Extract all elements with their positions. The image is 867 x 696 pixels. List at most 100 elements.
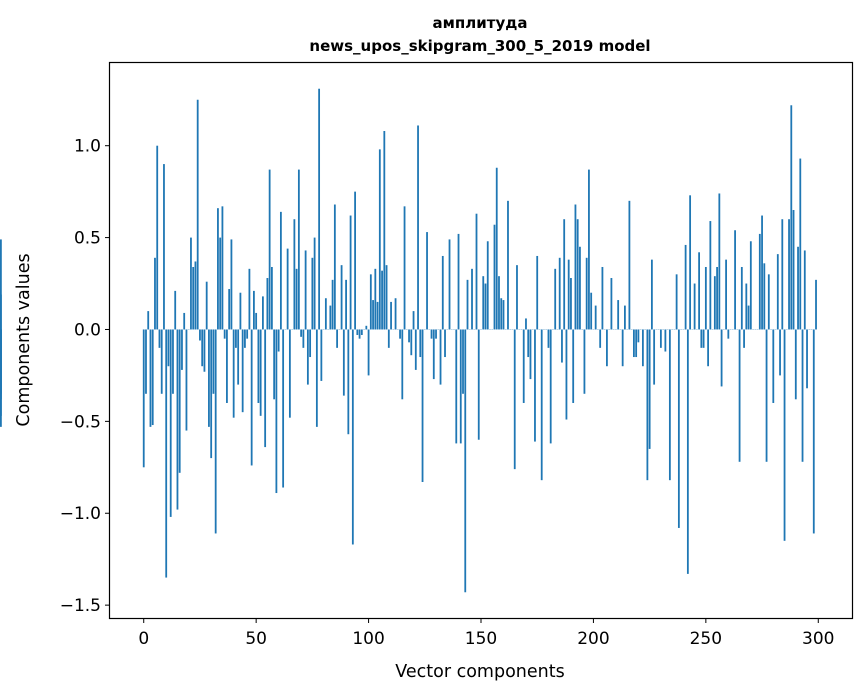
bar [781, 219, 784, 330]
bar [360, 329, 363, 335]
bar [0, 239, 2, 330]
bar [331, 279, 334, 330]
bar [554, 268, 557, 330]
bar [459, 329, 462, 444]
bar [558, 257, 561, 330]
bar [214, 329, 217, 534]
bar [354, 191, 356, 330]
bar [369, 274, 372, 330]
bar [621, 329, 624, 367]
bar [403, 206, 406, 330]
x-tick-label: 0 [138, 629, 149, 649]
bar [740, 266, 743, 330]
bar [579, 246, 581, 330]
bar [210, 329, 213, 459]
bar [421, 329, 424, 482]
bar [783, 329, 786, 541]
bar [806, 329, 808, 389]
bar [659, 329, 662, 348]
x-tick-label: 200 [577, 629, 609, 649]
bar [502, 300, 505, 330]
bar [772, 329, 775, 403]
bar [167, 329, 170, 367]
bar [698, 252, 700, 330]
bar [419, 329, 422, 358]
bar [223, 329, 226, 339]
bar [704, 266, 707, 330]
bar [147, 311, 150, 330]
bar [576, 219, 579, 330]
bar [477, 329, 480, 440]
bar [176, 329, 179, 510]
bar [365, 325, 368, 330]
bar [151, 329, 154, 426]
bar [727, 329, 730, 339]
bar [637, 329, 640, 343]
bar [482, 276, 485, 330]
bar [412, 311, 415, 330]
bar [160, 329, 163, 394]
bar [594, 305, 597, 330]
bar [590, 292, 593, 330]
bar [300, 329, 303, 337]
bar [246, 329, 249, 339]
bar [455, 329, 458, 444]
bar [464, 329, 467, 593]
bar [738, 329, 741, 462]
bar [192, 266, 195, 330]
bar [709, 221, 712, 330]
bar [264, 329, 267, 448]
plot-frame [108, 61, 854, 620]
bar [516, 265, 518, 330]
bar [484, 283, 487, 330]
bar [812, 329, 815, 534]
bar [536, 255, 539, 330]
bar [534, 329, 536, 442]
bar [181, 329, 183, 370]
bar [230, 239, 233, 330]
bar [156, 145, 159, 330]
bar [315, 329, 318, 427]
bar [163, 164, 165, 330]
y-tick-label: 0.5 [74, 229, 101, 249]
bar [333, 204, 336, 330]
bar [183, 312, 186, 330]
bar [462, 329, 464, 394]
bar [376, 301, 379, 330]
bar [208, 329, 210, 427]
bar [196, 99, 199, 330]
bar [572, 329, 575, 403]
bar [761, 215, 763, 330]
bar [257, 329, 260, 403]
bar [792, 210, 795, 330]
bar [430, 329, 433, 339]
bar [432, 329, 435, 380]
bar [650, 259, 653, 330]
bar [779, 329, 781, 376]
bar [677, 329, 680, 528]
bar [635, 329, 638, 358]
bar [743, 329, 745, 348]
bar [700, 329, 703, 348]
bar [549, 329, 552, 444]
bar [493, 224, 496, 330]
bar [259, 329, 262, 416]
bar [313, 237, 316, 330]
bar [390, 301, 392, 330]
bar [297, 169, 300, 330]
bar [734, 230, 736, 330]
bar [527, 329, 530, 358]
bar [565, 329, 568, 420]
bar [203, 329, 206, 372]
bar [275, 329, 278, 494]
bar [500, 298, 503, 330]
bar [653, 329, 656, 385]
bar [142, 329, 145, 468]
bar [624, 305, 626, 330]
bar [633, 329, 635, 358]
bar [583, 329, 586, 394]
bar [235, 329, 237, 348]
bar [444, 329, 446, 358]
bar [201, 329, 204, 367]
bar [250, 329, 253, 466]
